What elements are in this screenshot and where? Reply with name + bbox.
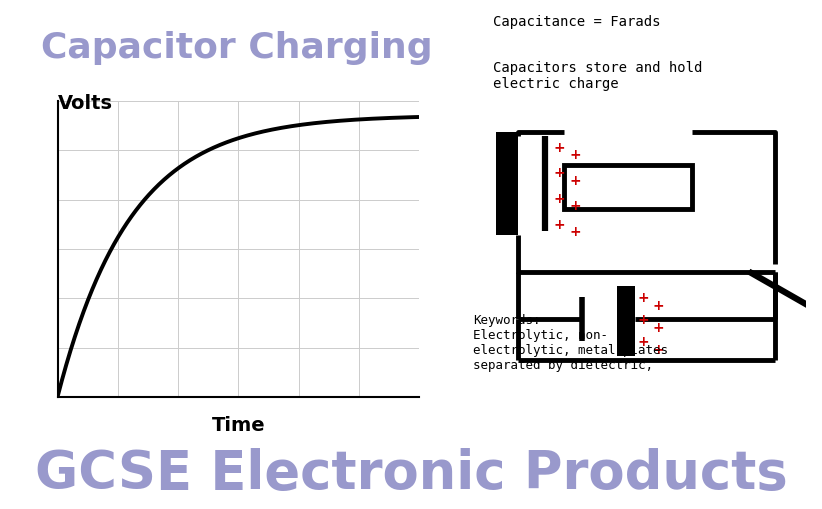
Text: +: + bbox=[554, 192, 566, 206]
Text: +: + bbox=[637, 334, 649, 349]
Text: +: + bbox=[653, 298, 664, 312]
Text: +: + bbox=[554, 140, 566, 154]
Bar bbox=[496, 133, 518, 235]
Text: +: + bbox=[569, 148, 580, 162]
Text: +: + bbox=[637, 313, 649, 327]
Text: +: + bbox=[569, 199, 580, 213]
Text: Capacitance = Farads: Capacitance = Farads bbox=[493, 15, 661, 29]
Text: +: + bbox=[554, 217, 566, 232]
Text: Capacitors store and hold
electric charge: Capacitors store and hold electric charg… bbox=[493, 61, 703, 91]
Text: +: + bbox=[653, 342, 664, 356]
Text: +: + bbox=[653, 320, 664, 334]
Text: Time: Time bbox=[211, 415, 266, 434]
Text: Capacitor Charging: Capacitor Charging bbox=[41, 31, 432, 65]
Text: Volts: Volts bbox=[58, 94, 113, 113]
Bar bbox=[616, 287, 635, 356]
Text: +: + bbox=[554, 166, 566, 180]
Text: +: + bbox=[569, 224, 580, 239]
Text: +: + bbox=[569, 174, 580, 187]
Bar bbox=[564, 166, 692, 210]
Text: Keywords:
Electrolytic, non-
electrolytic, metal plates
separated by dielectric,: Keywords: Electrolytic, non- electrolyti… bbox=[473, 313, 667, 371]
Text: GCSE Electronic Products: GCSE Electronic Products bbox=[35, 447, 787, 499]
Text: +: + bbox=[637, 291, 649, 305]
